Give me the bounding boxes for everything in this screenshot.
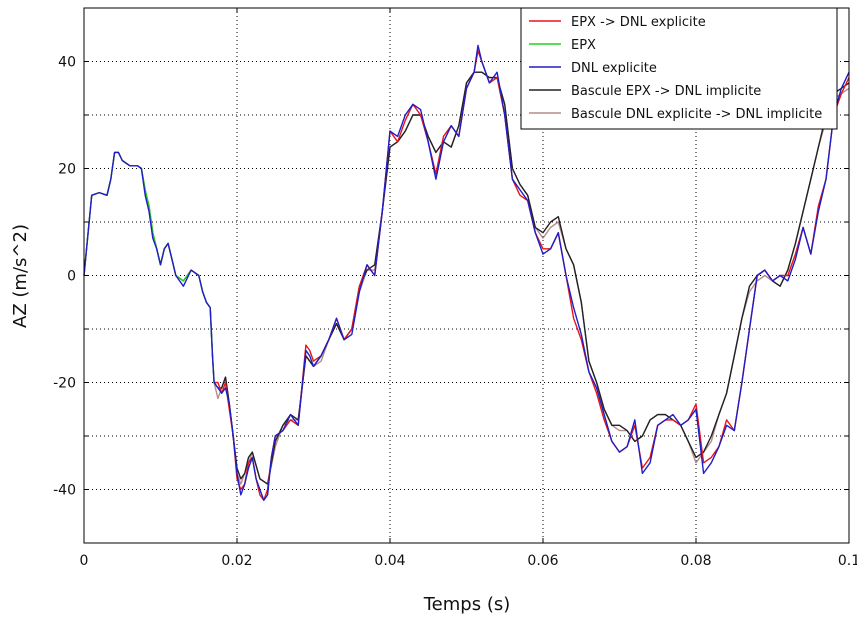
x-axis-title: Temps (s) bbox=[423, 594, 511, 615]
x-tick-label: 0.08 bbox=[680, 553, 711, 569]
series-line-3 bbox=[83, 44, 850, 501]
legend: EPX -> DNL explicite EPX DNL explicite Basc… bbox=[520, 7, 838, 130]
y-tick-label: -20 bbox=[53, 376, 76, 392]
legend-label: EPX -> DNL explicite bbox=[571, 15, 706, 30]
x-tick-label: 0.04 bbox=[374, 553, 405, 569]
legend-box bbox=[520, 7, 838, 130]
legend-label: EPX bbox=[571, 38, 596, 53]
x-tick-label: 0 bbox=[80, 553, 89, 569]
legend-label: Bascule DNL explicite -> DNL implicite bbox=[571, 107, 822, 122]
y-tick-label: 40 bbox=[58, 55, 76, 71]
y-tick-label: 20 bbox=[58, 162, 76, 178]
y-axis-title: AZ (m/s^2) bbox=[10, 224, 31, 328]
y-tick-label: 0 bbox=[67, 269, 76, 285]
x-tick-label: 0.06 bbox=[527, 553, 558, 569]
y-tick-label: -40 bbox=[53, 483, 76, 499]
axis-ticks: 0 0.02 0.04 0.06 0.08 0.1 -40 -20 0 20 40 bbox=[53, 8, 857, 569]
x-tick-label: 0.02 bbox=[221, 553, 252, 569]
legend-label: DNL explicite bbox=[571, 61, 657, 76]
x-tick-label: 0.1 bbox=[838, 553, 857, 569]
series-line-4 bbox=[213, 71, 850, 485]
series-lines bbox=[83, 44, 850, 501]
legend-label: Bascule EPX -> DNL implicite bbox=[571, 84, 761, 99]
